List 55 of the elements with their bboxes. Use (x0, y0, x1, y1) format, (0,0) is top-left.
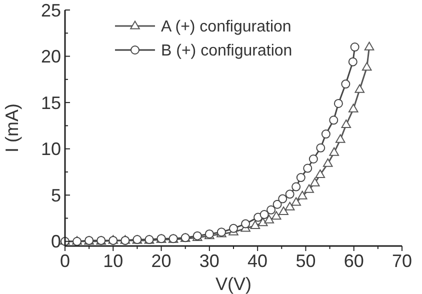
point (364, 42, 374, 50)
y-tick-label: 20 (40, 46, 61, 67)
point (241, 219, 250, 228)
x-tick-label: 50 (296, 251, 316, 271)
x-tick-label: 70 (392, 251, 412, 271)
point (316, 143, 326, 152)
point (348, 57, 358, 66)
point (341, 119, 352, 128)
y-tick-label: 15 (40, 92, 61, 113)
point (292, 182, 301, 192)
point (334, 98, 343, 108)
point (284, 202, 295, 210)
x-tick-label: 10 (103, 251, 124, 271)
point (291, 197, 301, 206)
point (350, 42, 360, 52)
y-tick-label: 0 (50, 232, 61, 252)
y-tick-label: 5 (50, 185, 61, 206)
point (272, 200, 282, 209)
point (260, 210, 269, 220)
legend-entry: A (+) configuration (115, 18, 292, 36)
point (315, 169, 326, 178)
x-tick-label: 20 (151, 251, 172, 271)
point (321, 130, 330, 139)
x-tick-label: 40 (248, 251, 268, 271)
point (278, 206, 288, 216)
legend-entry: B (+) configuration (115, 42, 292, 60)
point (303, 164, 312, 173)
point (304, 184, 314, 193)
point (285, 190, 294, 199)
point (297, 190, 308, 200)
point (229, 224, 238, 233)
point (354, 84, 365, 93)
y-axis-title: I (mA) (2, 104, 22, 152)
point (348, 104, 358, 112)
point (335, 134, 346, 143)
x-tick-label: 30 (199, 251, 220, 271)
point (362, 62, 372, 71)
point (264, 214, 274, 224)
point (250, 220, 260, 229)
x-tick-label: 60 (344, 251, 364, 271)
y-tick-label: 10 (40, 139, 61, 160)
point (329, 116, 338, 125)
legend-label: B (+) configuration (161, 42, 292, 60)
point (322, 158, 333, 167)
point (341, 80, 350, 89)
point (266, 205, 276, 214)
point (310, 178, 320, 186)
point (278, 194, 288, 204)
point (296, 173, 306, 182)
legend-label: A (+) configuration (161, 18, 292, 36)
x-axis-title: V(V) (216, 274, 252, 294)
point (308, 154, 318, 164)
point (329, 147, 340, 156)
point (271, 211, 282, 220)
y-tick-label: 25 (40, 0, 61, 20)
